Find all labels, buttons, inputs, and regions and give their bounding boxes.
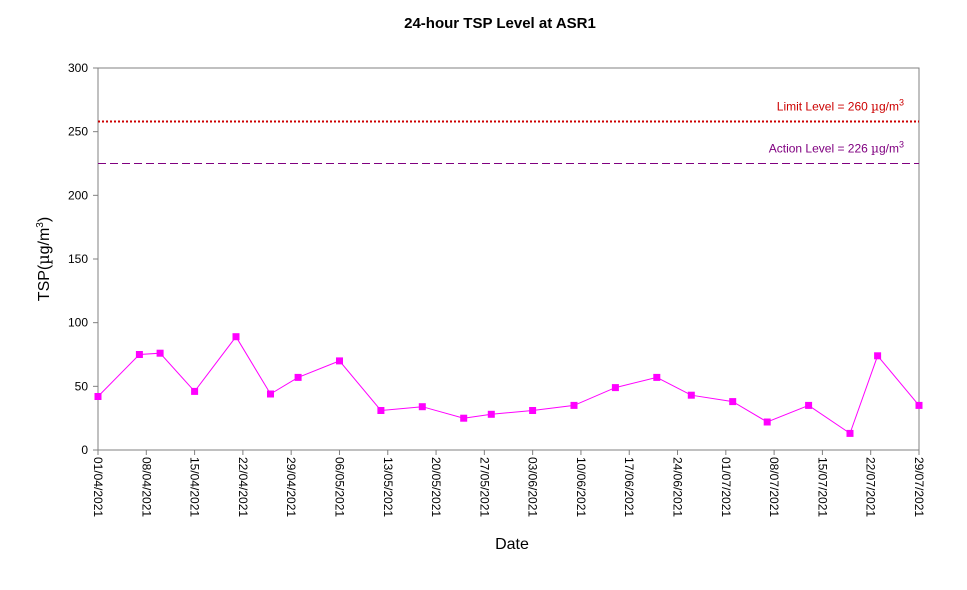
data-point — [487, 410, 495, 418]
data-point — [267, 390, 274, 398]
data-point — [763, 418, 771, 426]
chart-title: 24-hour TSP Level at ASR1 — [404, 15, 596, 32]
x-tick-label: 15/07/2021 — [815, 457, 829, 517]
data-point — [294, 373, 302, 381]
data-point — [915, 401, 923, 409]
x-tick-label: 03/06/2021 — [526, 457, 540, 517]
y-tick-label: 200 — [68, 188, 88, 202]
x-tick-label: 08/04/2021 — [139, 457, 153, 517]
x-tick-label: 27/05/2021 — [477, 457, 491, 517]
data-point — [846, 429, 854, 437]
y-tick-label: 250 — [68, 125, 88, 139]
data-point — [529, 407, 537, 414]
action-level-label: Action Level = 226 µg/m3 — [769, 140, 904, 156]
y-axis: 0 50 100 150 200 250 300 — [68, 61, 98, 457]
x-axis: 01/04/2021 08/04/2021 15/04/2021 22/04/2021… — [91, 450, 926, 517]
y-tick-label: 100 — [68, 316, 88, 330]
x-tick-label: 24/06/2021 — [671, 457, 685, 517]
x-axis-title: Date — [495, 536, 529, 553]
x-tick-label: 13/05/2021 — [381, 457, 395, 517]
reference-lines: Limit Level = 260 µg/m3 Action Level = 22… — [98, 97, 919, 164]
y-tick-label: 300 — [68, 61, 88, 75]
x-tick-label: 01/07/2021 — [719, 457, 733, 517]
data-point — [460, 414, 468, 422]
x-tick-label: 01/04/2021 — [91, 457, 105, 517]
data-point — [611, 384, 619, 392]
x-tick-label: 20/05/2021 — [429, 457, 443, 517]
data-point — [570, 401, 578, 409]
data-point — [729, 398, 737, 406]
x-tick-label: 06/05/2021 — [332, 457, 346, 517]
x-tick-label: 29/07/2021 — [912, 457, 926, 517]
data-point — [805, 401, 813, 409]
x-tick-label: 17/06/2021 — [622, 457, 636, 517]
data-point — [377, 407, 385, 414]
y-tick-label: 0 — [81, 443, 88, 457]
data-point — [653, 373, 661, 381]
data-point — [94, 393, 102, 400]
x-tick-label: 08/07/2021 — [767, 457, 781, 517]
series-layer — [94, 333, 923, 437]
y-tick-label: 150 — [68, 252, 88, 266]
limit-level-label: Limit Level = 260 µg/m3 — [777, 97, 904, 113]
data-point — [874, 352, 882, 360]
x-tick-label: 29/04/2021 — [284, 457, 298, 517]
y-axis-title-unit: g/m — [36, 228, 53, 255]
data-point — [156, 349, 164, 357]
y-axis-title-close: ) — [36, 217, 53, 222]
data-point — [336, 357, 343, 365]
y-axis-title-main: TSP( — [36, 264, 53, 301]
data-point — [418, 403, 426, 411]
y-axis-title-mu: µ — [34, 254, 53, 264]
x-tick-label: 15/04/2021 — [188, 457, 202, 517]
data-point — [687, 391, 695, 399]
data-point — [135, 351, 143, 358]
x-tick-label: 22/04/2021 — [236, 457, 250, 517]
data-point — [191, 387, 199, 395]
x-tick-label: 10/06/2021 — [574, 457, 588, 517]
data-point — [232, 333, 240, 341]
x-tick-label: 22/07/2021 — [864, 457, 878, 517]
y-tick-label: 50 — [75, 379, 89, 393]
y-axis-title: TSP(µg/m3) — [34, 217, 53, 301]
y-axis-title-sup: 3 — [35, 222, 46, 228]
